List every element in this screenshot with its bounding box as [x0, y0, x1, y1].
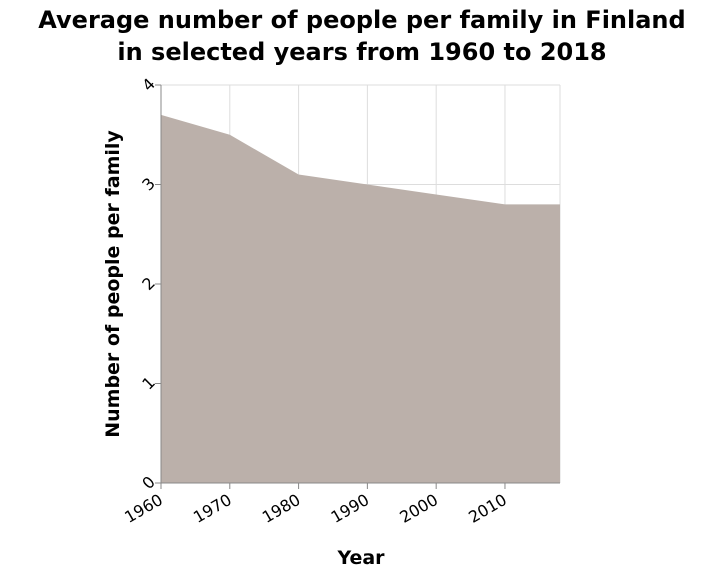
x-axis-title: Year	[336, 547, 385, 569]
x-tick-label: 1970	[190, 490, 235, 527]
x-tick-label: 1960	[121, 490, 166, 527]
x-tick-label: 2010	[465, 490, 510, 527]
area-series	[161, 115, 560, 483]
x-tick-label: 2000	[396, 490, 441, 527]
x-tick-label: 1990	[328, 490, 373, 527]
y-axis-title: Number of people per family	[102, 130, 124, 438]
x-tick-label: 1980	[259, 490, 304, 527]
chart-title-line-2: in selected years from 1960 to 2018	[117, 38, 606, 66]
chart-title-line-1: Average number of people per family in F…	[38, 6, 685, 34]
